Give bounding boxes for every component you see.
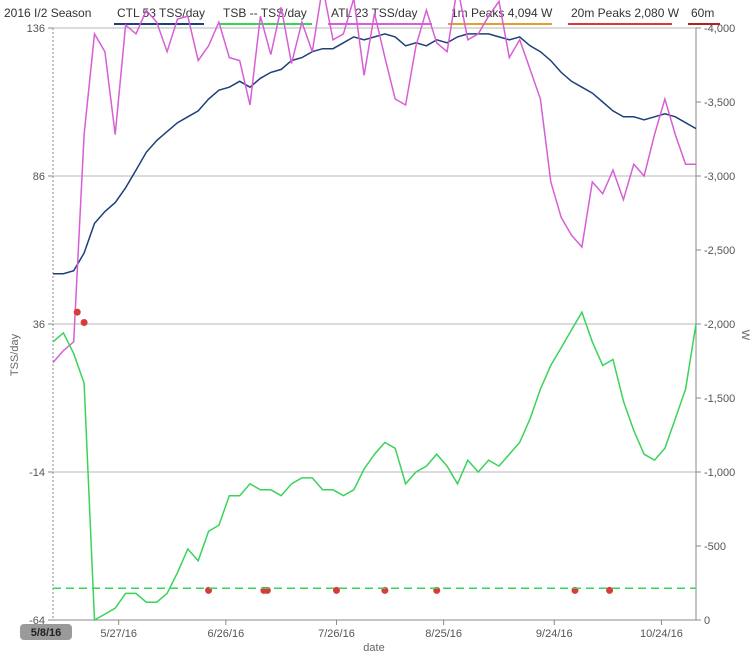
legend-label: TSB -- TSS/day — [223, 6, 307, 20]
x-tick-label: 7/26/16 — [318, 628, 355, 640]
y-axis-left-title: TSS/day — [9, 333, 21, 376]
x-axis-title: date — [363, 642, 384, 654]
y-left-tick-label: -14 — [29, 467, 45, 479]
y-right-tick-label: -2,500 — [704, 245, 735, 257]
legend-label: 20m Peaks 2,080 W — [571, 6, 680, 20]
y-right-tick-label: -2,000 — [704, 319, 735, 331]
y-right-tick-label: -1,500 — [704, 393, 735, 405]
y-right-tick-label: -1,000 — [704, 467, 735, 479]
legend-label: CTL 53 TSS/day — [117, 6, 205, 20]
y-right-tick-labels: -4,000 -3,500 -3,000 -2,500 -2,000 -1,500 -1,0… — [696, 23, 735, 627]
legend[interactable]: 2016 I/2 Season CTL 53 TSS/day TSB -- TSS/… — [4, 6, 720, 25]
y-right-tick-label: -3,500 — [704, 97, 735, 109]
legend-label: ATL 23 TSS/day — [331, 6, 418, 20]
series-atl[interactable] — [52, 0, 696, 363]
y-right-tick-label: -4,000 — [704, 23, 735, 35]
legend-label: 1m Peaks 4,094 W — [451, 6, 553, 20]
data-point-1[interactable] — [73, 308, 81, 316]
cursor-date-chip[interactable]: 5/8/16 — [20, 624, 72, 640]
legend-season-label: 2016 I/2 Season — [4, 6, 91, 20]
legend-item-6[interactable]: 60m — [688, 6, 720, 25]
x-tick-label: 5/27/16 — [100, 628, 137, 640]
legend-item-3[interactable]: ATL 23 TSS/day — [328, 6, 432, 25]
legend-item-5[interactable]: 20m Peaks 2,080 W — [568, 6, 680, 25]
y-axis-right-title: W — [739, 330, 751, 341]
x-tick-label: 8/25/16 — [425, 628, 462, 640]
y-right-tick-label: -3,000 — [704, 171, 735, 183]
cursor-date-label: 5/8/16 — [31, 627, 62, 639]
data-point-6[interactable] — [332, 586, 340, 594]
y-right-tick-label: 0 — [704, 615, 710, 627]
series-tsb[interactable] — [52, 310, 697, 622]
y-left-tick-label: 136 — [27, 23, 45, 35]
x-tick-label: 6/26/16 — [207, 628, 244, 640]
legend-label: 60m — [691, 6, 714, 20]
series-ctl[interactable] — [53, 33, 697, 275]
x-tick-label: 10/24/16 — [640, 628, 683, 640]
data-point-2[interactable] — [80, 319, 88, 327]
x-tick-labels: 5/27/16 6/26/16 7/26/16 8/25/16 9/24/16 10/24… — [100, 620, 683, 640]
data-point-10[interactable] — [606, 586, 614, 594]
x-tick-label: 9/24/16 — [536, 628, 573, 640]
series-layer — [52, 0, 697, 622]
legend-item-2[interactable]: TSB -- TSS/day — [220, 6, 312, 25]
y-left-tick-label: 36 — [33, 319, 45, 331]
y-left-tick-label: 86 — [33, 171, 45, 183]
y-right-tick-label: -500 — [704, 541, 726, 553]
